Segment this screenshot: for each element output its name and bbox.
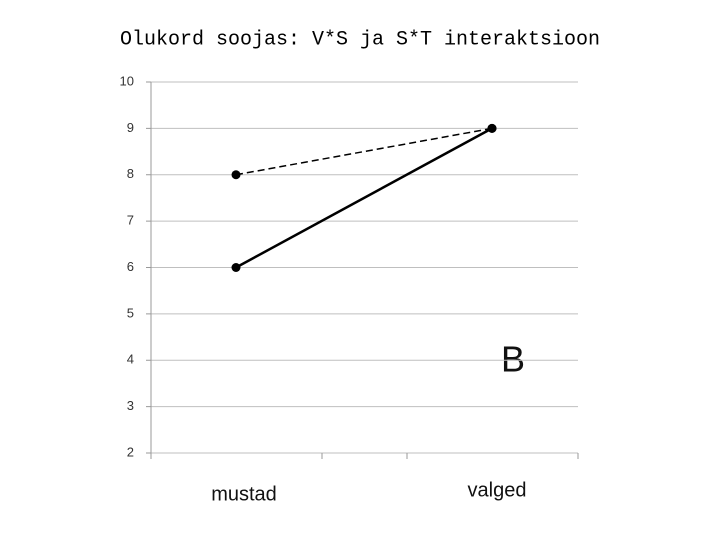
y-tick-label: 2: [127, 444, 134, 459]
y-tick-label: 7: [127, 213, 134, 228]
y-tick-label: 5: [127, 305, 134, 320]
y-tick-label: 6: [127, 259, 134, 274]
point: [487, 123, 497, 133]
y-tick-label: 10: [120, 73, 134, 88]
point: [231, 170, 241, 180]
point: [231, 263, 241, 272]
series-line: [235, 127, 493, 269]
y-tick-label: 8: [127, 166, 134, 181]
x-tick-label: valged: [468, 479, 527, 501]
y-tick-label: 4: [127, 352, 134, 367]
y-tick-label: 9: [127, 120, 134, 135]
chart-title: Olukord soojas: V*S ja S*T interaktsioon: [120, 28, 600, 51]
x-tick-label: mustad: [211, 483, 277, 505]
annotation: B: [501, 339, 525, 380]
y-tick-label: 3: [127, 398, 134, 413]
